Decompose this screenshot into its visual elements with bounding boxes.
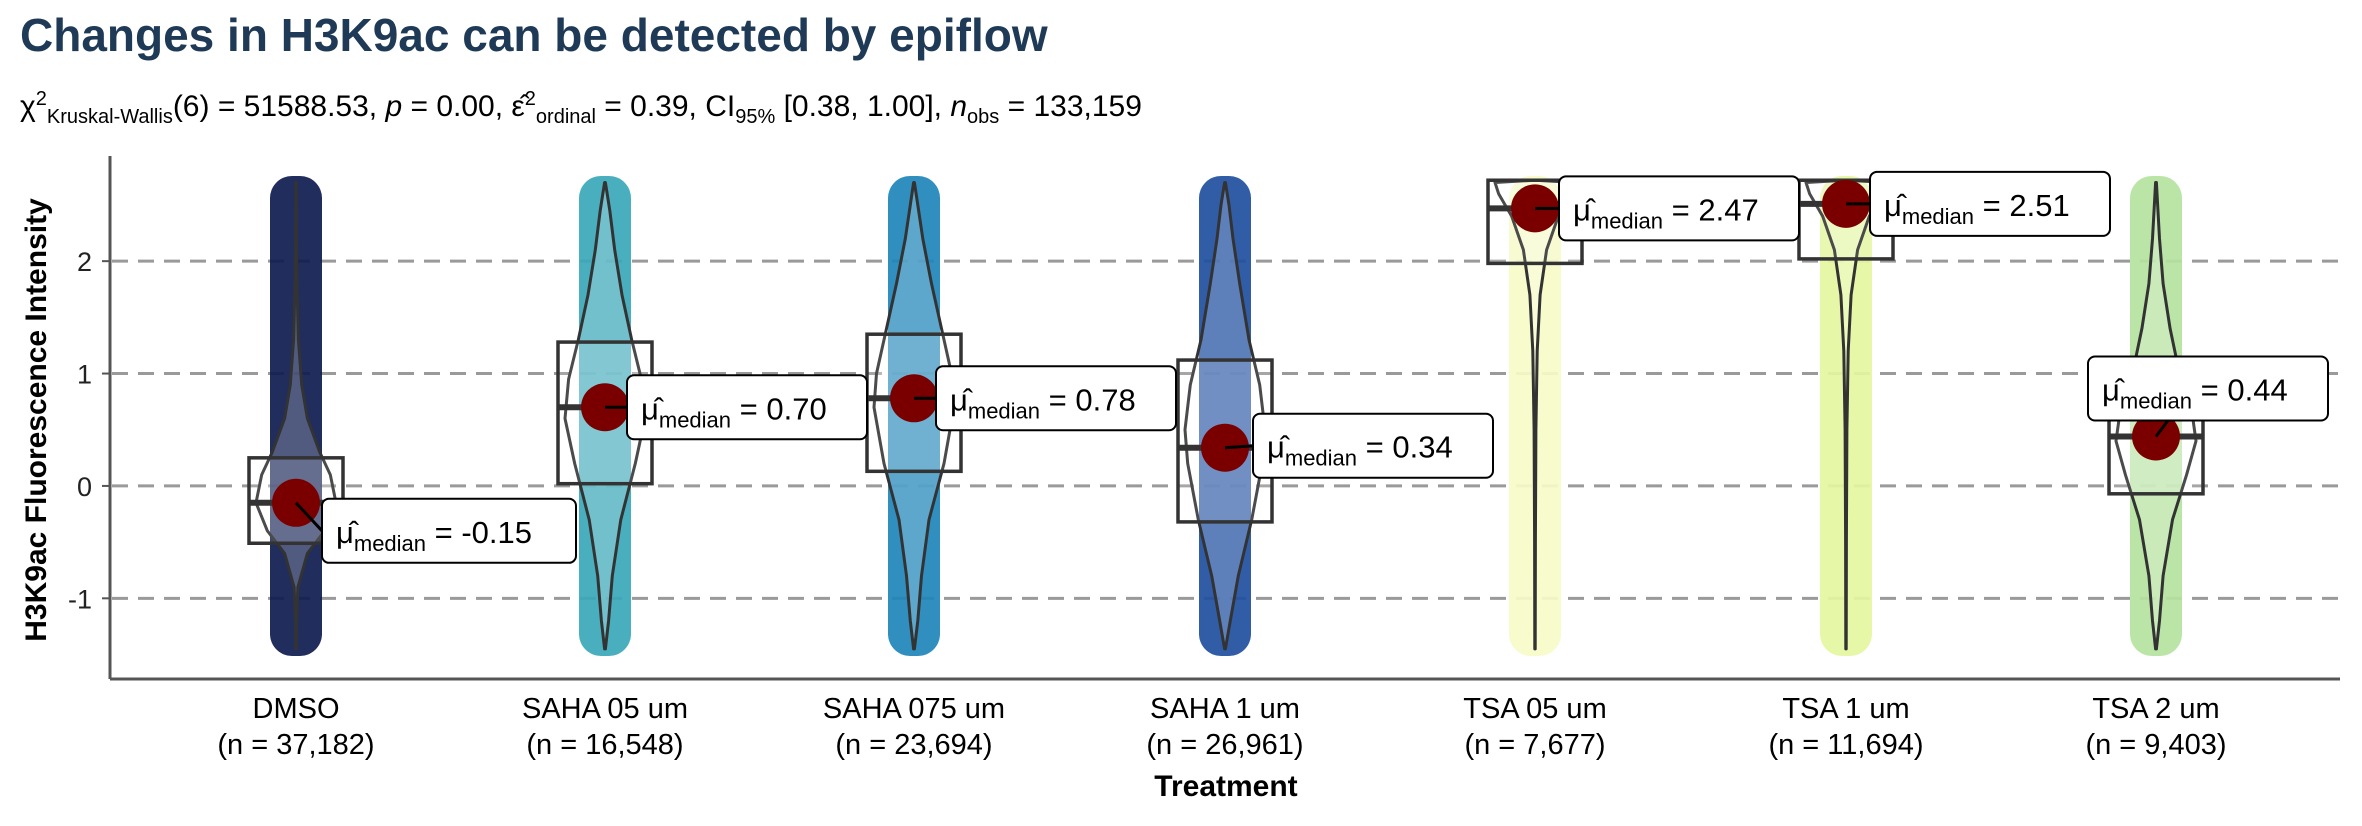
median-label-value: = 0.70 — [731, 391, 827, 426]
epsilon-sup: 2 — [524, 88, 536, 110]
epsilon-symbol: ε̂ — [511, 90, 525, 123]
x-tick-label: TSA 05 um — [1463, 693, 1606, 725]
x-tick-label: SAHA 1 um — [1150, 693, 1300, 725]
median-label: μ̂median = 2.47 — [1573, 192, 1759, 233]
stat-part-4: [0.38, 1.00], — [775, 90, 951, 123]
median-label-sub: median — [1285, 446, 1357, 471]
x-tick-count-label: (n = 16,548) — [526, 729, 683, 761]
axes: -1 0 1 2 DMSO (n = 37,182) SAHA 05 um (n = 16,5… — [68, 156, 2340, 761]
median-label-box — [935, 365, 1177, 432]
median-label-sub: median — [354, 531, 426, 556]
chart-title: Changes in H3K9ac can be detected by epi… — [20, 9, 1048, 61]
median-label-value: = 2.51 — [1974, 188, 2070, 223]
chi-sub: Kruskal-Wallis — [46, 106, 173, 128]
x-tick-count-label: (n = 37,182) — [217, 729, 374, 761]
label-connector — [294, 501, 324, 532]
ci-sub: 95% — [735, 106, 776, 128]
x-tick-count-label: (n = 7,677) — [1464, 729, 1605, 761]
median-label-value: = 0.34 — [1357, 430, 1453, 465]
median-label-sub: median — [659, 407, 731, 432]
chart-series — [247, 176, 2205, 656]
median-label: μ̂median = 0.44 — [2102, 372, 2288, 413]
median-label: μ̂median = 0.34 — [1267, 430, 1453, 471]
x-tick-count-label: (n = 23,694) — [835, 729, 992, 761]
median-label-box — [1869, 170, 2111, 237]
median-label-sub: median — [1591, 208, 1663, 233]
label-connector — [2154, 419, 2170, 438]
stat-part-5: = 133,159 — [999, 90, 1142, 123]
median-label: μ̂median = 0.78 — [950, 382, 1136, 423]
median-label: μ̂median = 2.51 — [1884, 188, 2070, 229]
x-axis-label: Treatment — [1154, 770, 1297, 803]
median-label-box — [321, 497, 577, 564]
label-connector — [1224, 444, 1254, 450]
x-tick-label: DMSO — [253, 693, 340, 725]
n-label: n — [950, 90, 968, 123]
median-label-sub: median — [968, 398, 1040, 423]
y-tick-label: 1 — [77, 360, 92, 390]
median-label-value: = 0.78 — [1040, 382, 1136, 417]
median-label-box — [1252, 412, 1494, 479]
violin-shape — [254, 181, 338, 651]
x-tick-count-label: (n = 26,961) — [1146, 729, 1303, 761]
x-tick-count-label: (n = 11,694) — [1768, 729, 1923, 761]
chi-symbol: χ — [20, 90, 36, 123]
y-tick-label: 0 — [77, 472, 92, 502]
median-label: μ̂median = 0.70 — [641, 391, 827, 432]
median-label-box — [1558, 175, 1800, 242]
grid-lines — [112, 259, 2340, 600]
stat-part-1: (6) = 51588.53, — [172, 90, 386, 123]
p-label: p — [385, 90, 403, 123]
median-labels: μ̂median = -0.15μ̂median = 0.70 μ̂median … — [294, 170, 2329, 564]
jitter-band — [1199, 176, 1251, 656]
y-tick-label: -1 — [68, 584, 92, 614]
x-tick-label: TSA 1 um — [1782, 693, 1909, 725]
median-label-box — [2087, 355, 2329, 422]
x-tick-label: SAHA 05 um — [522, 693, 688, 725]
jitter-band — [270, 176, 322, 656]
median-label-value: = 2.47 — [1663, 192, 1759, 227]
epsilon-sub: ordinal — [535, 106, 596, 128]
median-label-sub: median — [2120, 388, 2192, 413]
y-axis-label: H3K9ac Fluorescence Intensity — [20, 198, 53, 642]
median-label-value: = 0.44 — [2192, 372, 2288, 407]
chart-subtitle-stats: χ2Kruskal-Wallis(6) = 51588.53, p = 0.00… — [20, 88, 1142, 129]
n-sub: obs — [967, 106, 1000, 128]
stat-part-3: = 0.39, CI — [595, 90, 736, 123]
median-label-value: = -0.15 — [426, 515, 532, 550]
median-label-box — [626, 374, 868, 441]
stat-part-2: = 0.00, — [402, 90, 512, 123]
x-tick-label: SAHA 075 um — [823, 693, 1005, 725]
y-tick-label: 2 — [77, 247, 92, 277]
chi-sup: 2 — [35, 88, 47, 110]
x-tick-count-label: (n = 9,403) — [2085, 729, 2226, 761]
x-tick-label: TSA 2 um — [2092, 693, 2219, 725]
median-label-sub: median — [1902, 204, 1974, 229]
